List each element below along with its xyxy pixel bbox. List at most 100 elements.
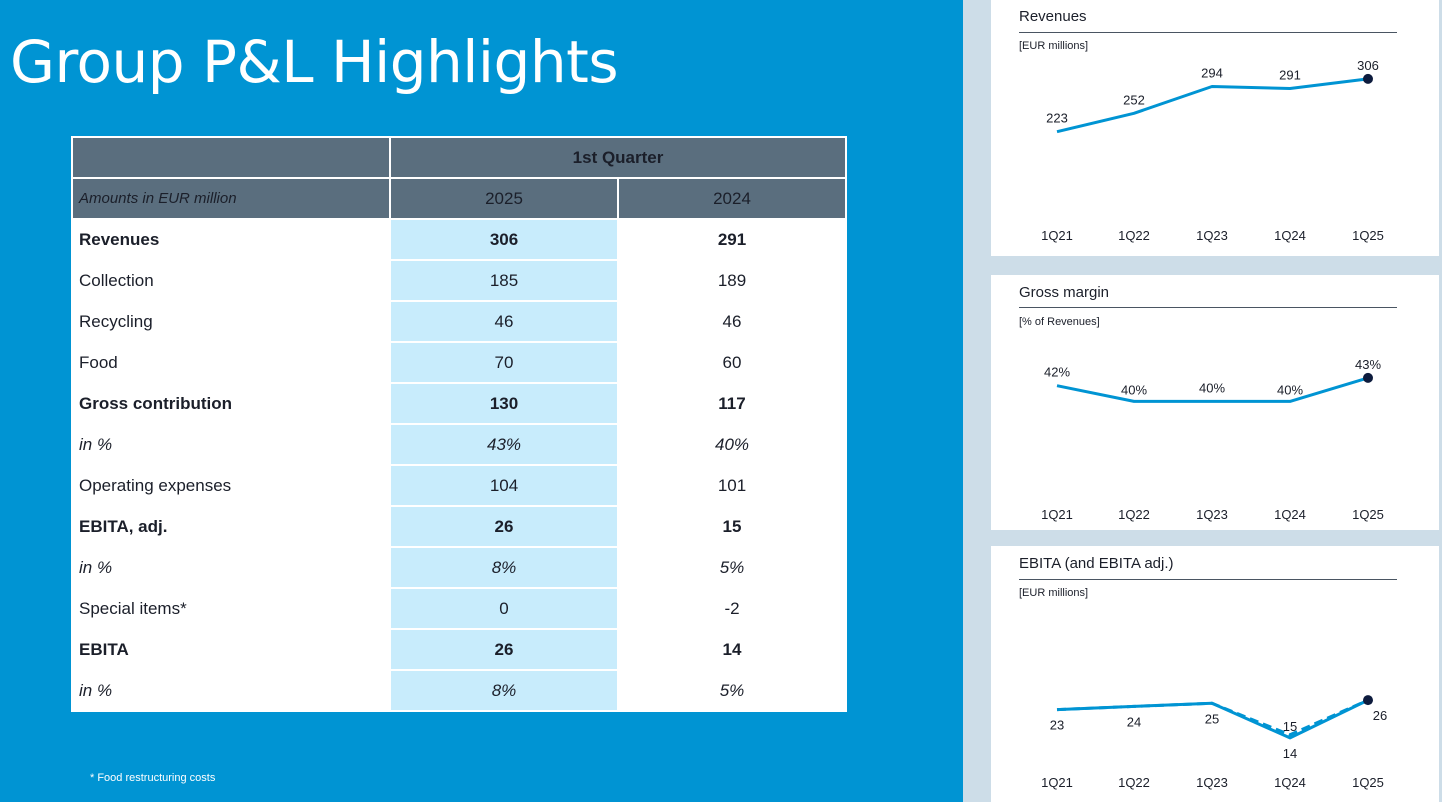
- category-label: 1Q24: [1274, 228, 1306, 243]
- table-row: Collection 185 189: [71, 259, 848, 302]
- value-2025: 26: [389, 628, 619, 671]
- value-2025: 306: [389, 218, 619, 261]
- value-2025: 43%: [389, 423, 619, 466]
- table-row: Revenues 306 291: [71, 218, 848, 261]
- title-rule: [1019, 32, 1397, 33]
- header-units: Amounts in EUR million: [71, 177, 391, 220]
- data-label: 40%: [1277, 382, 1303, 397]
- header-2024: 2024: [616, 177, 848, 220]
- table-row: EBITA, adj. 26 15: [71, 505, 848, 548]
- value-2024: 189: [616, 259, 848, 302]
- row-label: in %: [71, 669, 391, 712]
- data-label: 25: [1205, 711, 1219, 726]
- value-2024: 60: [616, 341, 848, 384]
- value-2024: 291: [616, 218, 848, 261]
- data-label: 306: [1357, 58, 1379, 73]
- category-label: 1Q23: [1196, 228, 1228, 243]
- row-label: Gross contribution: [71, 382, 391, 425]
- footnote: * Food restructuring costs: [90, 772, 216, 784]
- title-rule: [1019, 579, 1397, 580]
- value-2025: 130: [389, 382, 619, 425]
- value-2025: 185: [389, 259, 619, 302]
- series-line: [1056, 77, 1369, 134]
- ebita-chart-panel: EBITA (and EBITA adj.) [EUR millions] 23…: [991, 546, 1439, 802]
- value-2024: 5%: [616, 669, 848, 712]
- table-row: in % 43% 40%: [71, 423, 848, 466]
- category-label: 1Q21: [1041, 775, 1073, 790]
- row-label: in %: [71, 423, 391, 466]
- value-2025: 46: [389, 300, 619, 343]
- category-label: 1Q22: [1118, 228, 1150, 243]
- gross-margin-chart-panel: Gross margin [% of Revenues] 42% 40% 40% 40…: [991, 275, 1439, 530]
- value-2024: 46: [616, 300, 848, 343]
- data-label: 223: [1046, 111, 1068, 126]
- row-label: Revenues: [71, 218, 391, 261]
- table-row: Recycling 46 46: [71, 300, 848, 343]
- value-2024: -2: [616, 587, 848, 630]
- table-row: EBITA 26 14: [71, 628, 848, 671]
- table-row: in % 8% 5%: [71, 669, 848, 712]
- value-2025: 8%: [389, 546, 619, 589]
- chart-title: Gross margin: [1019, 284, 1110, 301]
- category-label: 1Q25: [1352, 228, 1384, 243]
- pl-table: 1st Quarter Amounts in EUR million 2025 …: [71, 136, 848, 712]
- row-label: EBITA, adj.: [71, 505, 391, 548]
- value-2024: 40%: [616, 423, 848, 466]
- table-row: Operating expenses 104 101: [71, 464, 848, 507]
- chart-title: EBITA (and EBITA adj.): [1019, 555, 1174, 572]
- value-2025: 26: [389, 505, 619, 548]
- last-point-marker: [1363, 695, 1373, 706]
- value-2024: 101: [616, 464, 848, 507]
- table-row: in % 8% 5%: [71, 546, 848, 589]
- data-label: 40%: [1199, 380, 1225, 395]
- chart-unit: [EUR millions]: [1019, 587, 1089, 599]
- main-area: Group P&L Highlights 1st Quarter Amounts…: [10, 28, 848, 784]
- page-title: Group P&L Highlights: [10, 28, 619, 96]
- revenues-chart-panel: Revenues [EUR millions] 223 252 294 291 306 1…: [991, 0, 1439, 256]
- chart-unit: [% of Revenues]: [1019, 316, 1100, 328]
- series-line: [1056, 376, 1369, 403]
- value-2025: 104: [389, 464, 619, 507]
- value-2025: 8%: [389, 669, 619, 712]
- value-2024: 14: [616, 628, 848, 671]
- data-label: 24: [1127, 714, 1141, 729]
- value-2024: 5%: [616, 546, 848, 589]
- data-label: 291: [1279, 68, 1301, 83]
- last-point-marker: [1363, 372, 1373, 383]
- data-label: 294: [1201, 66, 1223, 81]
- table-header-period: 1st Quarter: [71, 136, 848, 179]
- gross-margin-line-chart: 42% 40% 40% 40% 43% 1Q21 1Q22 1Q23 1Q24 1Q25: [1041, 357, 1384, 522]
- category-label: 1Q24: [1274, 507, 1306, 522]
- category-label: 1Q21: [1041, 507, 1073, 522]
- revenues-line-chart: 223 252 294 291 306 1Q21 1Q22 1Q23 1Q24 1Q25: [1041, 58, 1384, 243]
- data-label: 26: [1373, 708, 1387, 723]
- title-rule: [1019, 307, 1397, 308]
- data-label: 14: [1283, 746, 1297, 761]
- category-label: 1Q21: [1041, 228, 1073, 243]
- data-label: 23: [1050, 718, 1064, 733]
- value-2024: 117: [616, 382, 848, 425]
- data-label: 40%: [1121, 382, 1147, 397]
- series-line: [1056, 698, 1369, 740]
- row-label: Recycling: [71, 300, 391, 343]
- table-row: Gross contribution 130 117: [71, 382, 848, 425]
- category-label: 1Q23: [1196, 507, 1228, 522]
- category-label: 1Q24: [1274, 775, 1306, 790]
- row-label: Special items*: [71, 587, 391, 630]
- ebita-line-chart: 23 24 25 15 26 14 1Q21 1Q22 1Q23 1Q24 1Q25: [1041, 695, 1387, 790]
- data-label: 252: [1123, 92, 1145, 107]
- category-label: 1Q23: [1196, 775, 1228, 790]
- value-2024: 15: [616, 505, 848, 548]
- row-label: Food: [71, 341, 391, 384]
- category-label: 1Q25: [1352, 775, 1384, 790]
- table-header-columns: Amounts in EUR million 2025 2024: [71, 177, 848, 220]
- chart-title: Revenues: [1019, 8, 1087, 25]
- value-2025: 70: [389, 341, 619, 384]
- table-row: Food 70 60: [71, 341, 848, 384]
- row-label: Collection: [71, 259, 391, 302]
- chart-unit: [EUR millions]: [1019, 40, 1089, 52]
- category-label: 1Q22: [1118, 775, 1150, 790]
- table-row: Special items* 0 -2: [71, 587, 848, 630]
- header-2025: 2025: [389, 177, 619, 220]
- data-label: 42%: [1044, 365, 1070, 380]
